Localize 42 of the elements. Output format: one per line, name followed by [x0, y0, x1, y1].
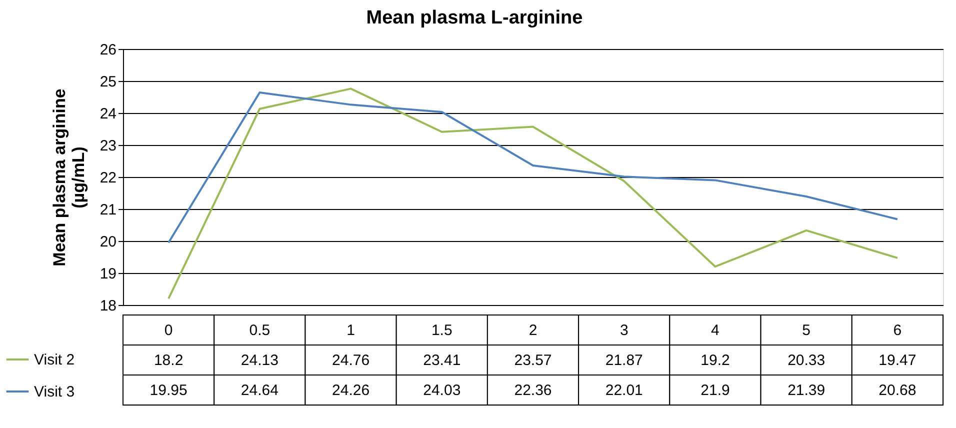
legend-label: Visit 2: [34, 352, 75, 368]
x-tick-label: 5: [802, 322, 811, 339]
y-tick-label: 25: [100, 74, 116, 90]
legend-label: Visit 3: [34, 384, 75, 400]
data-label: 24.64: [240, 382, 278, 399]
x-tick-label: 3: [620, 322, 628, 339]
data-label: 19.47: [878, 352, 916, 369]
y-tick-label: 18: [100, 298, 116, 314]
y-tick-label: 20: [100, 234, 116, 250]
x-tick-label: 4: [711, 322, 720, 339]
y-tick-label: 23: [100, 138, 116, 154]
line-series: [168, 88, 898, 300]
data-label: 20.33: [788, 352, 826, 369]
y-axis-title: Mean plasma arginine (µg/mL): [50, 88, 88, 266]
data-label: 21.39: [788, 382, 826, 399]
data-label: 19.95: [150, 382, 188, 399]
y-tick-label: 22: [100, 170, 116, 186]
data-label: 20.68: [878, 382, 916, 399]
line-series: [168, 92, 898, 244]
y-tick-label: 26: [100, 42, 116, 58]
data-label: 24.26: [332, 382, 370, 399]
data-label: 18.2: [154, 352, 184, 369]
chart-title: Mean plasma L-arginine: [366, 8, 583, 28]
y-tick-label: 24: [100, 106, 116, 122]
data-label: 21.9: [700, 382, 730, 399]
data-label: 24.13: [240, 352, 278, 369]
x-tick-label: 2: [528, 322, 538, 339]
data-label: 23.41: [423, 352, 461, 369]
y-tick-label: 21: [100, 202, 116, 218]
data-label: 23.57: [514, 352, 552, 369]
data-label: 19.2: [700, 352, 730, 369]
data-label: 21.87: [605, 352, 643, 369]
x-tick-label: 0.5: [249, 322, 270, 339]
data-label: 24.76: [332, 352, 370, 369]
x-tick-label: 1.5: [431, 322, 452, 339]
y-tick-label: 19: [100, 266, 116, 282]
x-tick-label: 0: [164, 322, 173, 339]
x-tick-label: 6: [893, 322, 902, 339]
data-label: 24.03: [423, 382, 461, 399]
x-tick-label: 1: [346, 322, 355, 339]
data-label: 22.36: [514, 382, 552, 399]
data-label: 22.01: [605, 382, 643, 399]
